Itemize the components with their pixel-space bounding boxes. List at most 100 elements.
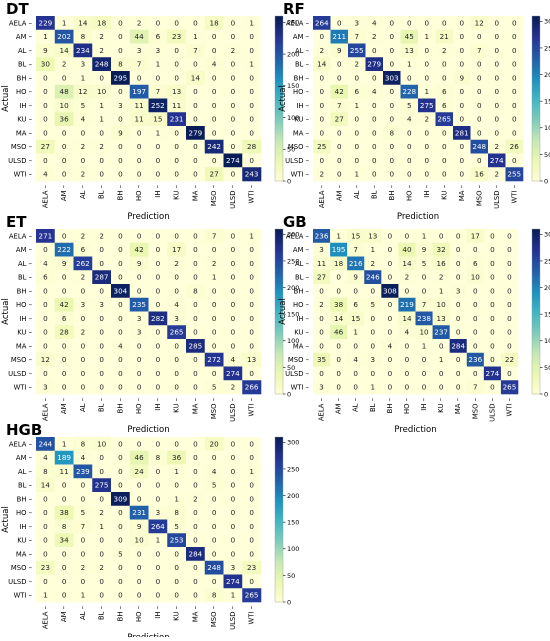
heatmap-cell [398, 297, 416, 312]
heatmap-cell [383, 43, 401, 58]
heatmap-cell [36, 71, 56, 86]
cell-value-label: 0 [174, 156, 179, 165]
heatmap-cell [435, 139, 454, 154]
colorbar-segment [275, 35, 283, 39]
colorbar-segment [532, 240, 540, 244]
heatmap-cell [453, 112, 471, 127]
heatmap-cell [167, 43, 187, 58]
cell-value-label: 4 [231, 355, 236, 364]
colorbar-segment [275, 170, 283, 174]
heatmap-cell [111, 242, 131, 257]
heatmap-cell [364, 311, 382, 326]
x-tick-label: MSO – [471, 397, 479, 419]
heatmap-cell [73, 366, 93, 381]
colorbar-segment [275, 51, 283, 55]
heatmap-cell [242, 139, 262, 154]
cell-value-label: 0 [389, 18, 394, 27]
heatmap-cell [488, 98, 506, 113]
cell-value-label: 10 [135, 536, 145, 545]
y-axis-label: Actual [278, 298, 288, 325]
y-axis-label: Actual [1, 298, 11, 325]
heatmap-cell [204, 464, 224, 479]
cell-value-label: 0 [319, 73, 324, 82]
heatmap-cell [242, 126, 262, 141]
heatmap-cell [381, 284, 399, 299]
y-axis-label: Actual [1, 85, 11, 112]
heatmap-cell [415, 352, 433, 367]
heatmap-cell [242, 57, 262, 72]
colorbar-segment [275, 380, 283, 384]
cell-value-label: 2 [424, 115, 429, 124]
heatmap-cell [453, 126, 471, 141]
colorbar-segment [532, 369, 540, 373]
heatmap-cell [73, 270, 93, 285]
heatmap-cell [418, 84, 436, 99]
cell-value-label: 0 [99, 286, 104, 295]
cell-value-label: 2 [81, 328, 86, 337]
cell-value-label: 2 [494, 170, 499, 179]
heatmap-cell [364, 297, 382, 312]
colorbar-segment [275, 339, 283, 343]
heatmap-cell [111, 560, 131, 575]
colorbar-segment [275, 319, 283, 323]
heatmap-cell [400, 71, 419, 86]
colorbar-segment [275, 231, 283, 235]
heatmap-cell [453, 16, 471, 31]
cell-value-label: 271 [39, 231, 53, 240]
x-tick-label: HO – [135, 397, 143, 414]
heatmap-cell [92, 29, 112, 44]
cell-value-label: 0 [43, 245, 48, 254]
cell-value-label: 253 [170, 536, 184, 545]
colorbar-segment [275, 295, 283, 299]
heatmap-cell [348, 139, 366, 154]
cell-value-label: 0 [389, 60, 394, 69]
cell-value-label: 8 [118, 60, 123, 69]
colorbar-segment [532, 275, 540, 279]
x-tick-label: BH – [116, 184, 124, 200]
heatmap-cell [381, 325, 399, 340]
y-tick-label: AL – [18, 260, 33, 268]
colorbar-segment [532, 101, 540, 105]
heatmap-cell [365, 71, 384, 86]
heatmap-cell [500, 242, 519, 257]
heatmap-cell [500, 366, 519, 381]
heatmap-cell [129, 71, 149, 86]
heatmap-cell [466, 311, 485, 326]
cell-value-label: 0 [174, 286, 179, 295]
cell-value-label: 0 [156, 18, 161, 27]
cell-value-label: 4 [81, 453, 86, 462]
heatmap-cell [418, 112, 436, 127]
heatmap-cell [223, 242, 243, 257]
heatmap-cell [148, 270, 168, 285]
cell-value-label: 0 [231, 60, 236, 69]
cell-value-label: 0 [231, 439, 236, 448]
heatmap-cell [242, 153, 262, 168]
y-tick-label: HO – [16, 509, 33, 517]
cell-value-label: 3 [319, 383, 324, 392]
heatmap-cell [92, 560, 112, 575]
colorbar-segment [275, 497, 283, 501]
heatmap-cell [383, 71, 401, 86]
cell-value-label: 0 [371, 341, 376, 350]
x-tick-label: AELA – [318, 184, 326, 208]
colorbar-segment [532, 120, 540, 124]
colorbar-segment [275, 281, 283, 285]
heatmap-cell [364, 325, 382, 340]
cell-value-label: 228 [402, 87, 416, 96]
colorbar-segment [275, 300, 283, 304]
cell-value-label: 0 [249, 73, 254, 82]
cell-value-label: 0 [231, 18, 236, 27]
colorbar-segment [275, 350, 283, 354]
heatmap-cell [73, 112, 93, 127]
heatmap-cell [505, 43, 524, 58]
cell-value-label: 0 [442, 73, 447, 82]
colorbar-segment [532, 32, 540, 36]
y-tick-label: WTI – [14, 384, 33, 392]
heatmap-cell [223, 325, 243, 340]
heatmap-cell [223, 450, 243, 465]
y-tick-label: KU – [17, 537, 32, 545]
cell-value-label: 8 [389, 128, 394, 137]
heatmap-cell [223, 229, 243, 244]
colorbar-segment [275, 470, 283, 474]
heatmap-cell [204, 153, 224, 168]
